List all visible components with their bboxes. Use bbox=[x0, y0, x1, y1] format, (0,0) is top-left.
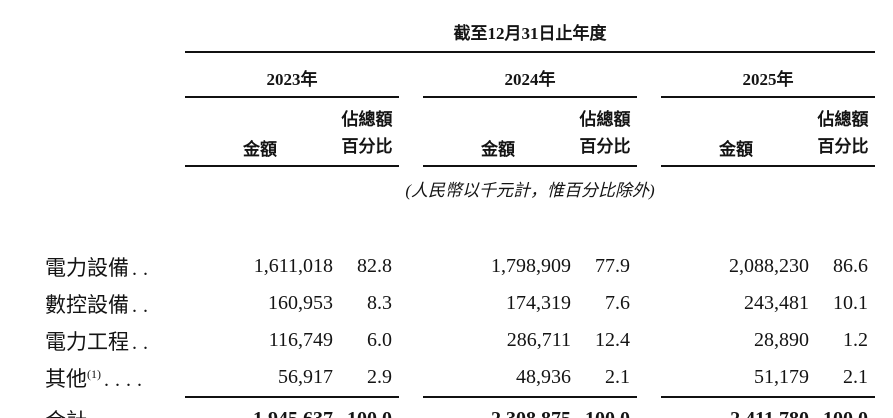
total-amount-2025: 2,411,780 bbox=[661, 397, 811, 418]
row-label-text: 電力設備 bbox=[45, 255, 129, 280]
amount-2024: 286,711 bbox=[506, 329, 571, 351]
year-header-2023: 2023年 bbox=[185, 52, 399, 98]
total-pct-2025: 100.0 bbox=[811, 397, 875, 418]
pct-header-2023: 佔總額 百分比 bbox=[335, 97, 399, 167]
row-label-text: 電力工程 bbox=[45, 329, 129, 354]
total-pct-2024: 100.0 bbox=[573, 397, 637, 418]
pct-2023: 2.9 bbox=[335, 359, 399, 398]
pct-header-line1: 佔總額 bbox=[817, 110, 869, 130]
row-label-text: 其他 bbox=[45, 367, 87, 391]
leader-dots: .... bbox=[104, 369, 148, 391]
year-header-row: 2023年 2024年 2025年 bbox=[45, 52, 875, 98]
pct-2025: 1.2 bbox=[843, 329, 868, 351]
row-label-text: 合計 bbox=[45, 409, 87, 418]
currency-note-row: (人民幣以千元計，惟百分比除外) bbox=[45, 166, 875, 212]
pct-2023: 6.0 bbox=[367, 329, 392, 351]
table-row-total: 合計..... 1,945,637 100.0 2,308,875 100.0 … bbox=[45, 397, 875, 418]
amount-2023: 160,953 bbox=[268, 292, 333, 314]
total-amount-2023: 1,945,637 bbox=[185, 397, 335, 418]
row-label-text: 數控設備 bbox=[45, 292, 129, 317]
amount-header-2024: 金額 bbox=[423, 97, 573, 167]
pct-2024: 7.6 bbox=[605, 292, 630, 314]
pct-header-2024: 佔總額 百分比 bbox=[573, 97, 637, 167]
row-label: 其他(1).... bbox=[45, 359, 185, 397]
leader-dots: .. bbox=[132, 257, 154, 280]
amount-2023: 1,611,018 bbox=[253, 255, 333, 277]
pct-2025: 2.1 bbox=[811, 359, 875, 398]
pct-header-line2: 百分比 bbox=[579, 136, 631, 156]
amount-2023: 56,917 bbox=[185, 359, 335, 398]
amount-header-2025: 金額 bbox=[661, 97, 811, 167]
pct-header-line1: 佔總額 bbox=[341, 110, 393, 130]
total-amount-2024: 2,308,875 bbox=[423, 397, 573, 418]
footnote-marker: (1) bbox=[87, 367, 101, 381]
pct-header-2025: 佔總額 百分比 bbox=[811, 97, 875, 167]
pct-2023: 8.3 bbox=[367, 292, 392, 314]
leader-dots: .. bbox=[132, 331, 154, 354]
pct-header-line1: 佔總額 bbox=[579, 110, 631, 130]
pct-header-line2: 百分比 bbox=[341, 136, 393, 156]
amount-2024: 1,798,909 bbox=[491, 255, 571, 277]
amount-2024: 174,319 bbox=[506, 292, 571, 314]
table-row-cnc-equipment: 數控設備.. 160,953 8.3 174,319 7.6 243,481 1… bbox=[45, 285, 875, 322]
leader-dots: .. bbox=[132, 294, 154, 317]
table-row-power-engineering: 電力工程.. 116,749 6.0 286,711 12.4 28,890 1… bbox=[45, 322, 875, 359]
table-title: 截至12月31日止年度 bbox=[185, 10, 875, 53]
table-row-others: 其他(1).... 56,917 2.9 48,936 2.1 51,179 2… bbox=[45, 359, 875, 398]
row-label: 數控設備.. bbox=[45, 285, 185, 322]
pct-2024: 77.9 bbox=[595, 255, 630, 277]
table-row-power-equipment: 電力設備.. 1,611,018 82.8 1,798,909 77.9 2,0… bbox=[45, 248, 875, 285]
spacer-row bbox=[45, 212, 875, 248]
total-label: 合計..... bbox=[45, 397, 185, 418]
pct-2024: 2.1 bbox=[573, 359, 637, 398]
year-header-2025: 2025年 bbox=[661, 52, 875, 98]
row-label: 電力設備.. bbox=[45, 248, 185, 285]
amount-2024: 48,936 bbox=[423, 359, 573, 398]
amount-2025: 51,179 bbox=[661, 359, 811, 398]
pct-2025: 86.6 bbox=[833, 255, 868, 277]
amount-2025: 2,088,230 bbox=[729, 255, 809, 277]
pct-2024: 12.4 bbox=[595, 329, 630, 351]
year-header-2024: 2024年 bbox=[423, 52, 637, 98]
amount-header-2023: 金額 bbox=[185, 97, 335, 167]
row-label: 電力工程.. bbox=[45, 322, 185, 359]
subheader-row: 金額 佔總額 百分比 金額 佔總額 百分比 金額 佔總額 百分比 bbox=[45, 97, 875, 167]
table-title-row: 截至12月31日止年度 bbox=[45, 10, 875, 53]
pct-header-line2: 百分比 bbox=[817, 136, 869, 156]
revenue-breakdown-table: 截至12月31日止年度 2023年 2024年 2025年 金額 佔總額 百分比… bbox=[45, 10, 875, 418]
pct-2023: 82.8 bbox=[357, 255, 392, 277]
pct-2025: 10.1 bbox=[833, 292, 868, 314]
amount-2023: 116,749 bbox=[268, 329, 333, 351]
amount-2025: 243,481 bbox=[744, 292, 809, 314]
currency-note: (人民幣以千元計，惟百分比除外) bbox=[405, 181, 655, 200]
total-pct-2023: 100.0 bbox=[335, 397, 399, 418]
amount-2025: 28,890 bbox=[754, 329, 809, 351]
leader-dots: ..... bbox=[87, 411, 145, 418]
